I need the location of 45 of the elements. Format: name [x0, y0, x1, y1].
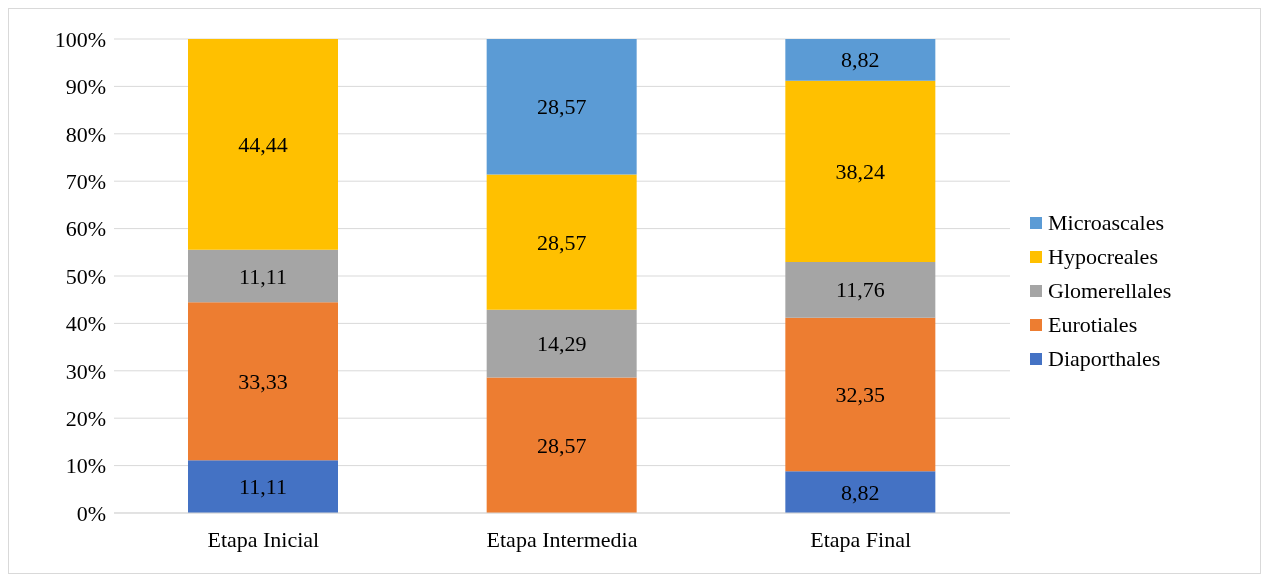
bar [188, 460, 338, 513]
data-label: 8,82 [841, 47, 880, 73]
data-label: 8,82 [841, 479, 880, 505]
bar [188, 249, 338, 303]
y-tick-label: 70% [65, 169, 106, 195]
bar [486, 377, 637, 513]
y-tick-label: 100% [54, 26, 106, 52]
data-label: 14,29 [536, 331, 587, 357]
y-tick-label: 0% [76, 500, 106, 526]
bar [785, 39, 936, 81]
legend-label: Diaporthales [1048, 346, 1161, 372]
bar [785, 471, 936, 513]
x-tick-label: Etapa Intermedia [486, 526, 638, 552]
data-label: 44,44 [238, 131, 288, 157]
bar [785, 262, 936, 318]
bar [785, 317, 936, 472]
data-label: 32,35 [835, 382, 886, 408]
legend-label: Hypocreales [1048, 244, 1158, 270]
y-tick-label: 10% [65, 453, 106, 479]
bar [486, 39, 637, 175]
legend-label: Eurotiales [1048, 312, 1138, 338]
y-tick-label: 20% [65, 406, 106, 432]
y-tick-label: 60% [65, 216, 106, 242]
bar [188, 302, 338, 461]
data-label: 11,11 [239, 263, 287, 289]
x-tick-label: Etapa Final [810, 526, 912, 552]
bar [188, 39, 338, 250]
bar [486, 309, 637, 378]
legend-label: Glomerellales [1048, 278, 1172, 304]
data-label: 28,57 [536, 94, 587, 120]
legend-label: Microascales [1048, 210, 1165, 236]
data-label: 28,57 [536, 229, 587, 255]
bar [486, 174, 637, 310]
data-label: 11,76 [835, 277, 885, 303]
data-label: 28,57 [536, 432, 587, 458]
y-tick-label: 80% [65, 121, 106, 147]
y-tick-label: 30% [65, 358, 106, 384]
data-label: 38,24 [835, 158, 886, 184]
x-tick-label: Etapa Inicial [207, 526, 320, 552]
data-label: 11,11 [239, 474, 287, 500]
y-tick-label: 40% [65, 311, 106, 337]
y-tick-label: 90% [65, 74, 106, 100]
data-label: 33,33 [238, 368, 288, 394]
bar [785, 80, 936, 263]
y-tick-label: 50% [65, 263, 106, 289]
